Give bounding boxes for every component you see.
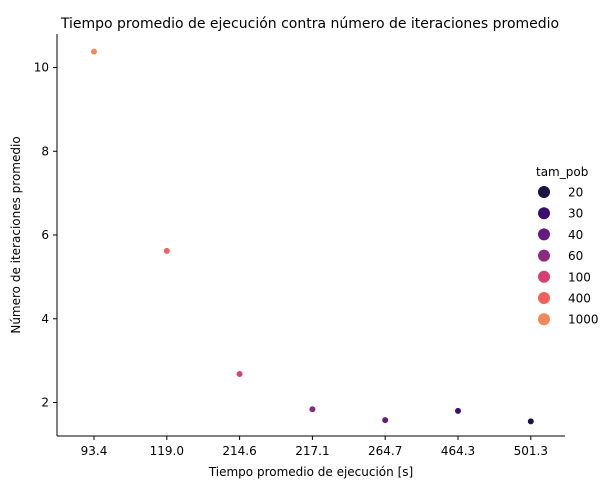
y-tick-label: 4 bbox=[41, 312, 49, 326]
legend-marker bbox=[538, 292, 550, 304]
x-tick-label: 217.1 bbox=[295, 444, 329, 458]
legend-marker bbox=[538, 186, 550, 198]
x-tick-label: 214.6 bbox=[222, 444, 256, 458]
y-tick-label: 6 bbox=[41, 228, 49, 242]
legend-label: 60 bbox=[568, 249, 583, 263]
x-tick-label: 93.4 bbox=[81, 444, 108, 458]
data-point bbox=[381, 416, 389, 424]
legend-entries: 20 30 40 60 100 400 1000 bbox=[538, 186, 599, 327]
data-point bbox=[527, 417, 535, 425]
legend-label: 20 bbox=[568, 186, 583, 200]
x-tick-label: 501.3 bbox=[514, 444, 548, 458]
x-tick-label: 119.0 bbox=[150, 444, 184, 458]
legend-label: 100 bbox=[568, 270, 591, 284]
legend-label: 400 bbox=[568, 292, 591, 306]
y-tick-label: 10 bbox=[34, 61, 49, 75]
data-point bbox=[308, 405, 317, 413]
legend-marker bbox=[538, 313, 550, 326]
axes-spines bbox=[56, 34, 565, 437]
legend-marker bbox=[538, 270, 550, 283]
legend: tam_pob 20 30 40 60 100 400 1000 bbox=[536, 165, 599, 327]
data-points bbox=[90, 47, 535, 425]
legend-label: 1000 bbox=[568, 313, 599, 327]
data-point bbox=[236, 370, 244, 378]
x-axis-label: Tiempo promedio de ejecución [s] bbox=[208, 465, 413, 479]
legend-marker bbox=[538, 207, 550, 220]
legend-title: tam_pob bbox=[536, 165, 588, 179]
legend-marker bbox=[538, 228, 550, 241]
legend-label: 30 bbox=[568, 207, 583, 221]
y-axis-label: Número de iteraciones promedio bbox=[9, 136, 23, 333]
legend-label: 40 bbox=[568, 228, 583, 242]
y-tick-label: 8 bbox=[41, 144, 49, 158]
legend-marker bbox=[538, 249, 550, 262]
data-point bbox=[163, 247, 171, 255]
x-tick-label: 264.7 bbox=[368, 444, 402, 458]
y-axis-ticks: 2 4 6 8 10 bbox=[34, 61, 57, 410]
chart-title: Tiempo promedio de ejecución contra núme… bbox=[60, 16, 559, 32]
x-tick-label: 464.3 bbox=[441, 444, 475, 458]
data-point bbox=[90, 47, 98, 56]
y-tick-label: 2 bbox=[41, 396, 49, 410]
data-point bbox=[454, 407, 462, 415]
x-axis-ticks: 93.4 119.0 214.6 217.1 264.7 464.3 501.3 bbox=[81, 436, 548, 458]
